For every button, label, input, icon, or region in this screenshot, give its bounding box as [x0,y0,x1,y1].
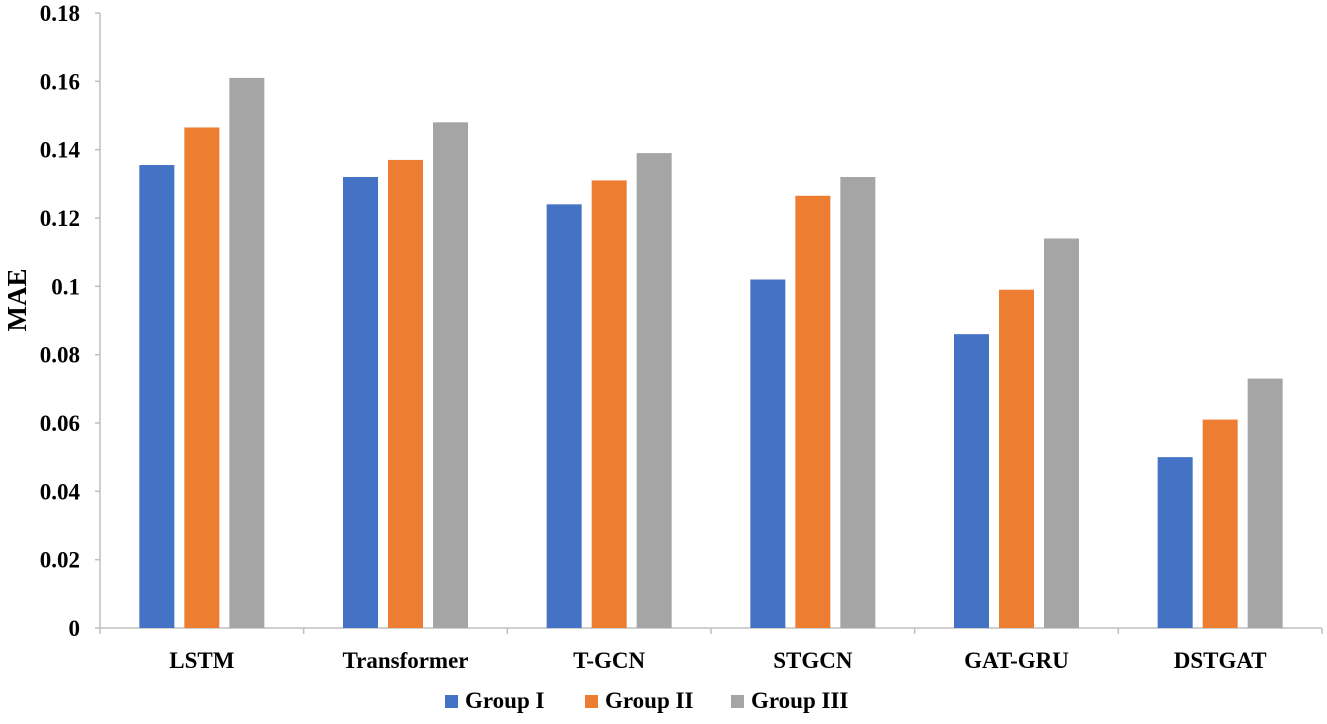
legend-label: Group I [465,688,545,713]
legend-swatch [585,695,598,708]
bar-dstgat-group-iii [1247,378,1283,628]
legend-label: Group II [605,688,693,713]
y-tick-label: 0.02 [40,548,80,573]
y-tick-label: 0 [69,616,81,641]
x-tick-label: STGCN [773,648,853,673]
bar-t-gcn-group-iii [636,153,672,629]
bar-dstgat-group-ii [1202,419,1238,628]
bars [139,77,1283,629]
bar-transformer-group-ii [388,159,423,628]
bar-lstm-group-ii [184,127,220,628]
y-tick-label: 0.06 [40,411,80,436]
bar-dstgat-group-i [1157,457,1193,628]
y-tick-label: 0.16 [40,69,80,94]
y-tick-label: 0.1 [51,274,80,299]
legend-swatch [445,695,458,708]
x-axis-labels: LSTM Transformer T-GCN STGCN GAT-GRU DSTGAT [169,648,1266,673]
bar-stgcn-group-iii [840,177,876,628]
x-tick-label: DSTGAT [1174,648,1267,673]
bar-t-gcn-group-ii [591,180,627,628]
axes [99,13,1323,634]
x-tick-label: GAT-GRU [964,648,1069,673]
bar-lstm-group-i [139,165,175,628]
x-tick-label: T-GCN [573,648,645,673]
bar-transformer-group-iii [433,122,468,628]
bar-stgcn-group-i [750,279,786,628]
y-tick-label: 0.14 [40,138,81,163]
y-tick-label: 0.18 [40,1,80,26]
bar-t-gcn-group-i [546,204,582,629]
y-axis-ticks: 0 0.02 0.04 0.06 0.08 0.1 0.12 0.14 0.16 0.18 [40,1,100,641]
legend-swatch [731,695,744,708]
bar-stgcn-group-ii [795,195,831,628]
bar-lstm-group-iii [229,77,265,628]
y-tick-label: 0.08 [40,343,80,368]
legend: Group I Group II Group III [445,688,848,713]
x-tick-label: LSTM [169,648,234,673]
bar-gat-gru-group-iii [1044,238,1079,628]
bar-gat-gru-group-ii [999,289,1034,628]
x-tick-label: Transformer [342,648,468,673]
legend-label: Group III [751,688,848,713]
y-tick-label: 0.12 [40,206,80,231]
y-tick-label: 0.04 [40,479,81,504]
bar-gat-gru-group-i [954,334,989,628]
bar-transformer-group-i [343,177,378,628]
y-axis-title: MAE [2,269,32,332]
